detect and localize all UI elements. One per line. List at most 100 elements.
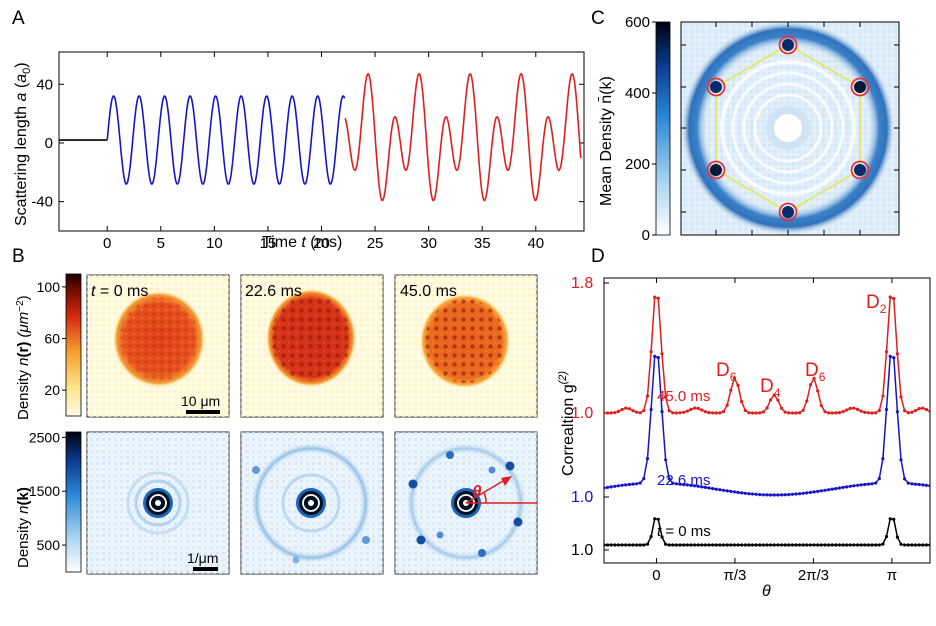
- d-red-point: [790, 411, 795, 415]
- d-blue-point: [779, 493, 784, 497]
- d-blue-point: [685, 483, 689, 487]
- d-blue-point: [725, 489, 729, 493]
- d-black-point: [714, 543, 718, 547]
- d-blue-point: [906, 481, 910, 485]
- d-blue-point: [921, 483, 925, 487]
- d-black-point: [627, 543, 632, 547]
- colorbar-tick-label: 500: [37, 537, 61, 553]
- d-tick-1-0-black: 1.0: [571, 542, 593, 559]
- d-black-point: [801, 543, 805, 547]
- d-blue-point: [620, 483, 624, 487]
- d-black-point: [671, 543, 675, 547]
- d-black-point: [816, 543, 820, 547]
- d-red-point: [645, 394, 650, 398]
- d-red-point: [718, 411, 722, 415]
- d-blue-point: [761, 493, 766, 497]
- d-black-point: [845, 543, 849, 547]
- d-blue-point: [750, 492, 755, 496]
- d-blue-point: [747, 492, 751, 496]
- d-black-point: [693, 543, 697, 547]
- d-red-point: [656, 296, 660, 300]
- d-red-point: [642, 408, 646, 413]
- d-black-point: [758, 543, 762, 547]
- d-red-point: [750, 411, 755, 415]
- d-blue-point: [729, 489, 733, 493]
- d-black-point: [711, 543, 715, 547]
- d-red-point: [837, 411, 842, 415]
- d-red-point: [772, 393, 776, 397]
- d-black-point: [606, 543, 610, 547]
- d-blue-point: [787, 493, 791, 497]
- d-red-point: [631, 409, 635, 413]
- d-black-point: [761, 543, 766, 547]
- d-black-point: [913, 543, 918, 547]
- d-black-point: [750, 543, 755, 547]
- d-blue-point: [917, 482, 921, 487]
- d-black-point: [874, 543, 878, 547]
- d-series-label-226: 22.6 ms: [657, 472, 710, 489]
- b-bottom-colorbar: [65, 431, 82, 573]
- d-red-point: [700, 408, 704, 412]
- d-red-point: [604, 411, 606, 415]
- d-red-point: [801, 408, 805, 412]
- d-red-point: [859, 409, 863, 413]
- d-blue-point: [837, 486, 842, 490]
- d-blue-point: [703, 485, 708, 489]
- d-black-point: [852, 543, 856, 547]
- b-image-k-226: [240, 431, 384, 575]
- d-blue-point: [638, 481, 642, 485]
- d-black-point: [899, 542, 903, 546]
- d-red-point: [620, 407, 624, 412]
- d-red-point: [866, 411, 871, 415]
- d-black-point: [921, 543, 925, 547]
- d-red-point: [845, 408, 849, 412]
- d-red-point: [667, 409, 671, 413]
- panel-label-b: B: [12, 246, 25, 267]
- d-blue-point: [884, 407, 889, 412]
- d-blue-point: [667, 477, 671, 481]
- d-red-point: [616, 409, 621, 413]
- colorbar-tick-label: 20: [44, 382, 60, 398]
- b-time-label-t0: t = 0 ms: [91, 283, 148, 300]
- b-scale-label-bottom: 1/μm: [187, 550, 218, 566]
- d-blue-point: [913, 482, 918, 486]
- panel-a-xlabel: Time t (ms): [262, 234, 342, 251]
- d-black-point: [604, 543, 606, 547]
- d-blue-point: [736, 490, 740, 494]
- d-blue-point: [794, 492, 798, 496]
- d-red-point: [819, 404, 823, 408]
- d-black-point: [837, 543, 842, 547]
- d-red-point: [913, 409, 918, 413]
- d-red-point: [664, 395, 668, 399]
- d-black-point: [649, 535, 653, 539]
- c-image: [681, 22, 899, 235]
- d-blue-point: [841, 485, 845, 489]
- d-blue-point: [635, 482, 639, 486]
- d-red-point: [743, 408, 747, 413]
- d-black-point: [631, 543, 635, 547]
- d-blue-point: [693, 484, 697, 488]
- c-colorbar-ticks: 600 400 200 0: [625, 14, 656, 244]
- d-red-point: [693, 406, 697, 410]
- d-blue-point: [642, 477, 646, 481]
- d-red-point: [725, 403, 729, 407]
- d-blue-point: [754, 492, 758, 496]
- d-blue-point: [696, 484, 700, 488]
- d-black-point: [834, 543, 838, 547]
- d-black-point: [830, 543, 834, 547]
- b-scale-label-top: 10 μm: [181, 393, 220, 409]
- d-blue-point: [888, 354, 892, 358]
- d-black-point: [703, 543, 708, 547]
- d-red-point: [689, 407, 693, 411]
- d-red-point: [899, 395, 903, 399]
- d-blue-point: [740, 491, 744, 495]
- a-ytick-label: 0: [45, 135, 53, 152]
- d-red-point: [917, 407, 921, 411]
- a-xtick-label: 30: [420, 235, 437, 252]
- d-blue-point: [928, 484, 930, 488]
- panel-a-lines: [59, 72, 582, 202]
- d-black-point: [776, 543, 780, 547]
- panel-label-a: A: [12, 8, 25, 29]
- b-top-ylabel: Density n(r) (μm−2): [15, 295, 32, 420]
- a-xtick-label: 15: [260, 235, 277, 252]
